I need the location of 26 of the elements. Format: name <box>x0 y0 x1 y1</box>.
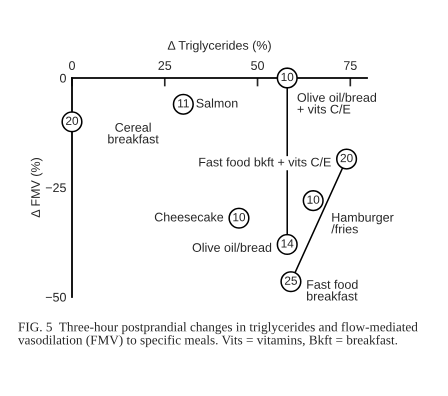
annotation: Fast food breakfast <box>307 280 358 301</box>
x-tick-label: 50 <box>251 61 264 70</box>
annotation: 20 <box>340 154 353 162</box>
x-tick-label: 25 <box>158 61 172 70</box>
annotation: 10 <box>233 212 246 222</box>
y-tick-label: −50 <box>46 292 66 302</box>
annotation: 20 <box>66 116 78 125</box>
x-tick-label: 0 <box>69 61 75 70</box>
y-tick-label: 0 <box>60 74 66 83</box>
annotation: Olive oil/bread + vits C/E <box>298 92 376 114</box>
annotation: Cereal breakfast <box>108 122 159 144</box>
caption: FIG. 5 Three-hour postprandial changes in triglycerides and flow-mediated vasodilation (FMV) to specific meals. Vits = vitamins, Bkft = breakfast. <box>18 322 418 348</box>
annotation: 11 <box>178 99 189 108</box>
annotation: Olive oil/bread <box>192 242 272 252</box>
annotation: Fast food bkft + vits C/E <box>199 157 331 167</box>
annotation: Hamburger /fries <box>331 212 394 234</box>
annotation: Salmon <box>196 98 238 108</box>
annotation: 10 <box>308 195 320 204</box>
y-tick-label: −25 <box>46 183 66 192</box>
annotation: 25 <box>284 276 297 285</box>
annotation: 14 <box>282 239 294 248</box>
y-axis-title: Δ FMV (%) <box>30 158 42 218</box>
annotation: Cheesecake <box>154 212 224 222</box>
x-tick-label: 75 <box>344 61 357 70</box>
annotation: 10 <box>282 72 294 82</box>
x-axis-title: Δ Triglycerides (%) <box>168 40 271 52</box>
